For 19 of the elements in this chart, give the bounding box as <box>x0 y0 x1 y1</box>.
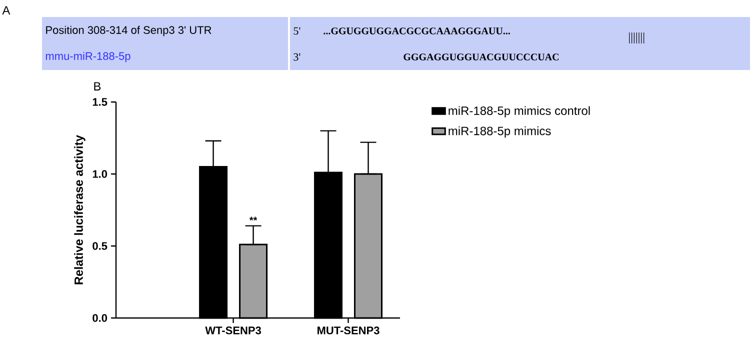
x-tick-label: MUT-SENP3 <box>318 326 380 334</box>
legend-label: miR-188-5p mimics control <box>448 106 590 118</box>
text: Position 308-314 of Senp3 3' UTR <box>46 26 212 36</box>
legend-label: miR-188-5p mimics <box>448 126 551 138</box>
y-tick-label: 1.0 <box>92 170 108 178</box>
y-axis-title: Relative luciferase activity <box>74 135 86 284</box>
text: mmu-miR-188-5p <box>46 52 130 62</box>
x-tick-label: WT-SENP3 <box>205 326 262 334</box>
text: 5' <box>294 27 300 35</box>
annotation: ** <box>249 216 258 220</box>
y-tick-label: 0.5 <box>92 242 108 250</box>
text: ...GGUGGUGGACGCGCAAAGGGAUU... <box>324 28 510 34</box>
y-tick-label: 0.0 <box>92 314 108 322</box>
text: ||||||| <box>629 32 644 44</box>
text: 3' <box>294 53 300 61</box>
text: GGGAGGUGGUACGUUCCCUAC <box>404 54 559 60</box>
chart-title: B <box>94 82 101 90</box>
text: A <box>2 6 10 14</box>
y-tick-label: 1.5 <box>92 98 108 106</box>
